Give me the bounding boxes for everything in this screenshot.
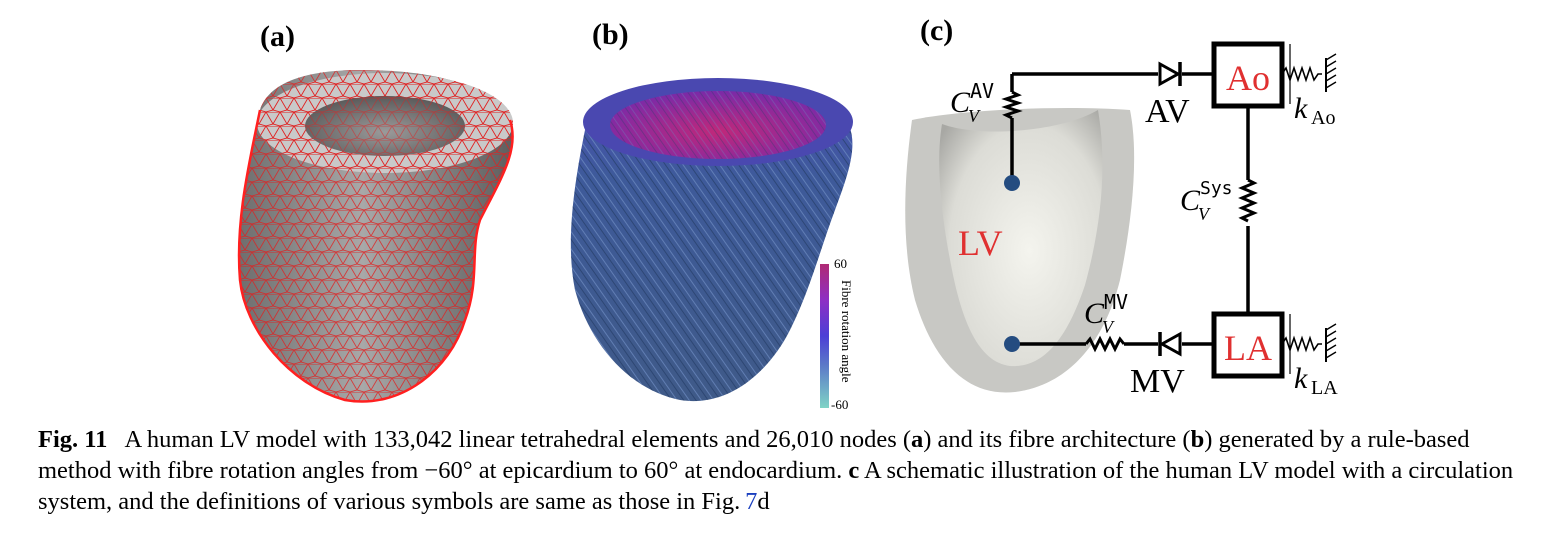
panel-label-c: (c) bbox=[920, 14, 954, 47]
svg-text:V: V bbox=[968, 106, 981, 126]
svg-text:MV: MV bbox=[1104, 290, 1128, 314]
c-sys-spring bbox=[1238, 178, 1258, 223]
figure-caption: Fig. 11 A human LV model with 133,042 li… bbox=[38, 426, 1514, 515]
svg-text:Sys: Sys bbox=[1200, 178, 1233, 199]
lv-cavity bbox=[939, 110, 1103, 367]
figure-reference-link[interactable]: 7 bbox=[745, 488, 758, 515]
la-spring bbox=[1281, 314, 1337, 374]
k-ao-symbol: k Ao bbox=[1294, 92, 1335, 129]
la-label: LA bbox=[1224, 328, 1272, 368]
svg-text:Ao: Ao bbox=[1311, 107, 1335, 129]
svg-text:LA: LA bbox=[1311, 377, 1338, 399]
figure-graphics: 60 -60 Fibre rotation angle LV bbox=[237, 41, 1338, 412]
svg-text:V: V bbox=[1198, 204, 1211, 224]
panel-label-a: (a) bbox=[260, 20, 295, 53]
svg-text:k: k bbox=[1294, 92, 1308, 125]
lv-node-bottom bbox=[1004, 336, 1020, 352]
figure-number: Fig. 11 bbox=[38, 426, 108, 453]
mv-label: MV bbox=[1130, 363, 1185, 400]
colorbar-title: Fibre rotation angle bbox=[839, 280, 854, 383]
fibre-architecture-model bbox=[570, 78, 853, 402]
k-la-symbol: k LA bbox=[1294, 362, 1338, 399]
svg-text:k: k bbox=[1294, 362, 1308, 395]
c-av-symbol: C V AV bbox=[950, 79, 994, 126]
svg-text:V: V bbox=[1102, 317, 1115, 337]
c-mv-spring bbox=[1084, 335, 1126, 353]
lv-mesh-model bbox=[237, 70, 514, 403]
colorbar: 60 -60 Fibre rotation angle bbox=[820, 256, 854, 412]
mv-diode bbox=[1158, 331, 1182, 357]
colorbar-max: 60 bbox=[834, 256, 847, 271]
panel-label-b: (b) bbox=[592, 18, 629, 51]
ao-spring bbox=[1281, 44, 1337, 104]
colorbar-min: -60 bbox=[831, 397, 848, 412]
svg-text:C: C bbox=[950, 86, 971, 119]
c-sys-symbol: C V Sys bbox=[1180, 178, 1233, 224]
lv-label: LV bbox=[958, 223, 1003, 263]
av-label: AV bbox=[1145, 93, 1190, 130]
ao-label: Ao bbox=[1226, 58, 1270, 98]
svg-text:C: C bbox=[1180, 184, 1201, 217]
av-diode bbox=[1158, 61, 1182, 87]
svg-text:AV: AV bbox=[970, 79, 994, 103]
lv-circulation-schematic: LV bbox=[905, 41, 1338, 400]
svg-text:C: C bbox=[1084, 297, 1105, 330]
lv-node-top bbox=[1004, 175, 1020, 191]
la-box bbox=[1211, 311, 1285, 379]
c-av-spring bbox=[1001, 90, 1023, 120]
ao-box bbox=[1211, 41, 1285, 109]
c-mv-symbol: C V MV bbox=[1084, 290, 1128, 337]
